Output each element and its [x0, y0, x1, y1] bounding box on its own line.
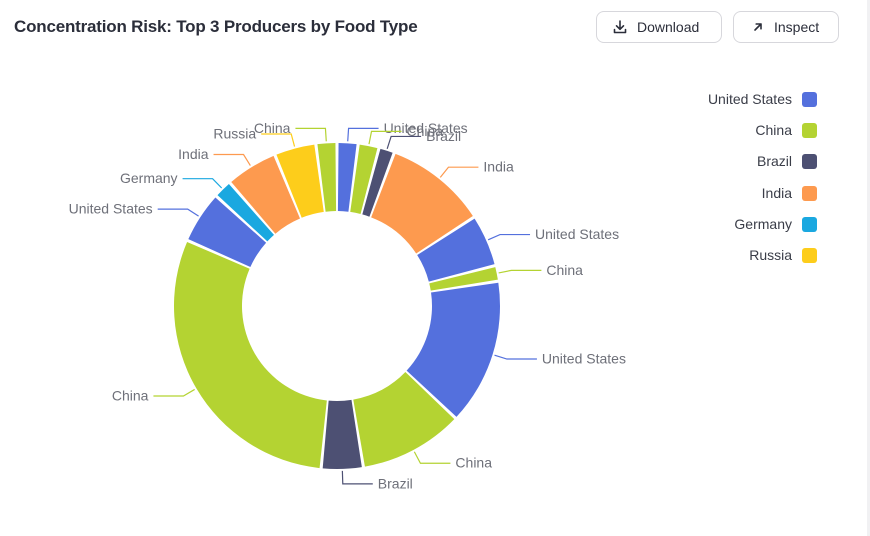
slice-label-united-states-4: United States [535, 226, 619, 242]
leader-line-india-3 [439, 166, 479, 178]
leader-line-united-states-0 [347, 127, 379, 142]
slice-label-china-5: China [546, 262, 583, 278]
legend-label: India [761, 184, 792, 201]
download-button-label: Download [637, 19, 700, 35]
chart-title: Concentration Risk: Top 3 Producers by F… [14, 17, 418, 36]
inspect-button[interactable]: Inspect [733, 11, 839, 43]
legend-item-united-states[interactable]: United States [640, 89, 820, 120]
slice-brazil-2[interactable] [362, 148, 393, 217]
download-icon [613, 20, 627, 34]
leader-line-india-12 [213, 153, 251, 166]
slice-india-3[interactable] [371, 153, 473, 254]
slice-label-russia-13: Russia [213, 125, 256, 141]
arrow-up-right-icon [754, 23, 762, 31]
legend-item-brazil[interactable]: Brazil [640, 151, 820, 182]
slice-united-states-0[interactable] [337, 143, 357, 212]
slice-label-united-states-10: United States [69, 201, 153, 217]
leader-line-china-1 [368, 130, 402, 145]
slice-label-brazil-8: Brazil [378, 475, 413, 491]
slice-china-7[interactable] [353, 371, 455, 467]
legend-item-china[interactable]: China [640, 120, 820, 151]
legend-label: Brazil [756, 153, 792, 170]
slice-united-states-6[interactable] [406, 282, 500, 417]
chart-legend: United States China Brazil India Germany Russ… [640, 89, 820, 276]
slice-label-china-1: China [407, 123, 444, 139]
slice-label-india-3: India [483, 159, 514, 175]
slice-label-india-12: India [178, 146, 209, 162]
leader-line-brazil-2 [386, 135, 422, 149]
legend-swatch [802, 185, 817, 201]
slice-label-china-14: China [254, 120, 291, 136]
legend-label: China [755, 122, 792, 139]
slice-label-brazil-2: Brazil [426, 128, 461, 144]
legend-swatch [802, 92, 817, 107]
legend-swatch [802, 247, 817, 263]
slice-label-united-states-6: United States [542, 351, 626, 367]
slice-united-states-10[interactable] [188, 197, 267, 268]
legend-item-india[interactable]: India [640, 183, 820, 214]
legend-swatch [802, 123, 817, 139]
panel-edge [867, 0, 870, 536]
legend-swatch [802, 154, 817, 170]
slice-china-14[interactable] [317, 143, 337, 212]
slice-label-china-9: China [112, 388, 149, 404]
download-button[interactable]: Download [596, 11, 722, 43]
slice-brazil-8[interactable] [322, 399, 362, 469]
slice-united-states-4[interactable] [417, 218, 495, 282]
slice-label-united-states-0: United States [384, 120, 468, 136]
legend-item-russia[interactable]: Russia [640, 245, 820, 276]
leader-line-china-9 [153, 388, 195, 397]
legend-label: Germany [734, 215, 792, 232]
leader-line-china-5 [498, 269, 542, 274]
leader-line-united-states-10 [157, 208, 199, 217]
slice-china-1[interactable] [350, 144, 378, 214]
slice-label-germany-11: Germany [120, 170, 178, 186]
leader-line-china-14 [295, 127, 327, 142]
leader-line-china-7 [413, 451, 451, 464]
inspect-button-label: Inspect [774, 19, 820, 35]
slice-russia-13[interactable] [276, 144, 324, 218]
slice-china-9[interactable] [173, 242, 327, 469]
leader-line-brazil-8 [341, 470, 373, 485]
leader-line-united-states-6 [494, 354, 537, 360]
slice-india-12[interactable] [231, 155, 301, 234]
leader-line-germany-11 [182, 178, 223, 189]
leader-line-russia-13 [261, 133, 296, 147]
slice-label-china-7: China [455, 455, 492, 471]
legend-label: United States [707, 91, 792, 107]
slice-germany-11[interactable] [217, 184, 274, 242]
slice-china-5[interactable] [429, 267, 498, 291]
legend-item-germany[interactable]: Germany [640, 214, 820, 245]
leader-line-united-states-4 [487, 233, 531, 241]
legend-label: Russia [749, 246, 792, 263]
legend-swatch [802, 216, 817, 232]
